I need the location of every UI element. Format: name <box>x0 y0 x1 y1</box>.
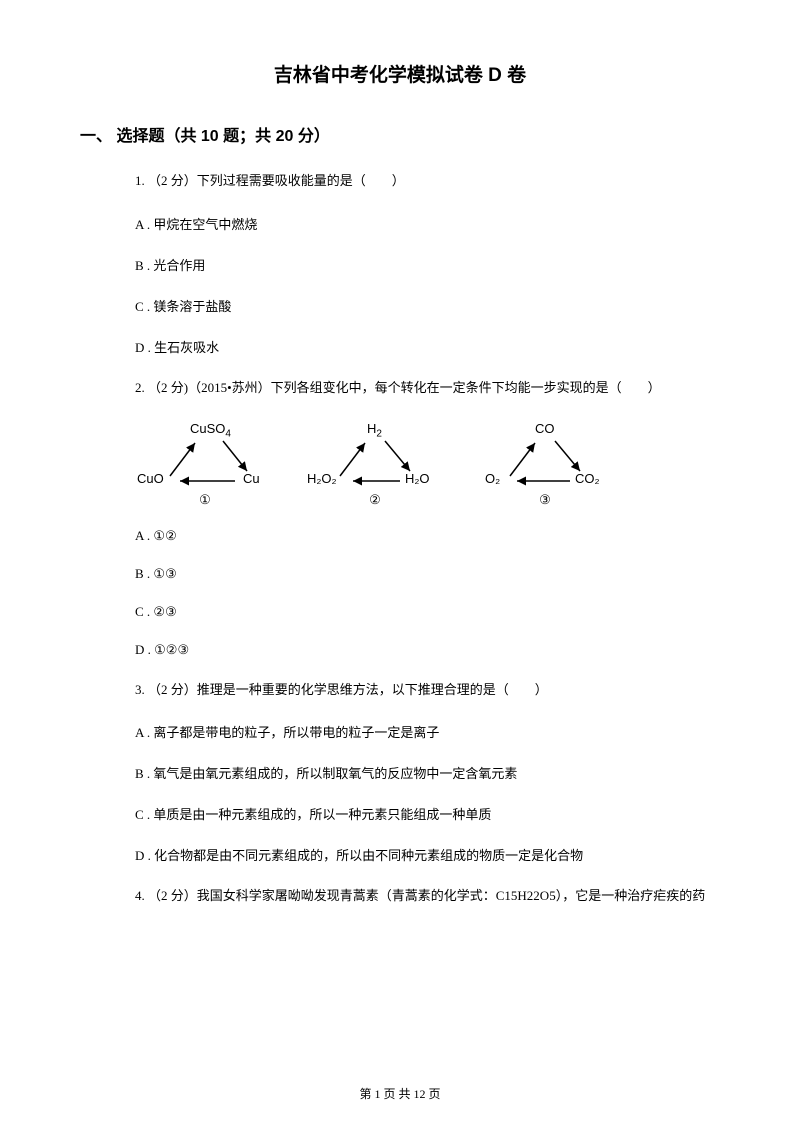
question-3-option-c: C . 单质是由一种元素组成的，所以一种元素只能组成一种单质 <box>135 804 720 823</box>
section-header: 一、 选择题（共 10 题；共 20 分） <box>80 122 720 146</box>
question-1-option-b: B . 光合作用 <box>135 255 720 274</box>
question-3-option-d: D . 化合物都是由不同元素组成的，所以由不同种元素组成的物质一定是化合物 <box>135 845 720 864</box>
diagram-row: CuSO4 CuO Cu ① H2 H₂O₂ H₂O ② <box>135 421 720 506</box>
question-4-stem: 4. （2 分）我国女科学家屠呦呦发现青蒿素（青蒿素的化学式：C15H22O5）… <box>135 886 720 907</box>
diagram-1-top: CuSO4 <box>190 421 231 440</box>
diagram-1-left: CuO <box>137 471 164 486</box>
diagram-3: CO O₂ CO₂ ③ <box>475 421 615 506</box>
question-3-stem: 3. （2 分）推理是一种重要的化学思维方法，以下推理合理的是（ ） <box>135 680 720 701</box>
diagram-3-number: ③ <box>539 492 551 508</box>
question-2-option-c: C . ②③ <box>135 604 720 620</box>
diagram-1-right: Cu <box>243 471 260 486</box>
diagram-2: H2 H₂O₂ H₂O ② <box>305 421 445 506</box>
diagram-3-top: CO <box>535 421 555 436</box>
question-1-option-c: C . 镁条溶于盐酸 <box>135 296 720 315</box>
question-2-option-b: B . ①③ <box>135 566 720 582</box>
diagram-2-left: H₂O₂ <box>307 471 337 486</box>
question-1-option-a: A . 甲烷在空气中燃烧 <box>135 214 720 233</box>
question-3-option-b: B . 氧气是由氧元素组成的，所以制取氧气的反应物中一定含氧元素 <box>135 763 720 782</box>
diagram-3-right: CO₂ <box>575 471 600 486</box>
diagram-1: CuSO4 CuO Cu ① <box>135 421 275 506</box>
diagram-2-number: ② <box>369 492 381 508</box>
diagram-1-number: ① <box>199 492 211 508</box>
question-1-stem: 1. （2 分）下列过程需要吸收能量的是（ ） <box>135 171 720 192</box>
question-2-option-a: A . ①② <box>135 528 720 544</box>
question-3-option-a: A . 离子都是带电的粒子，所以带电的粒子一定是离子 <box>135 722 720 741</box>
diagram-2-right: H₂O <box>405 471 430 486</box>
page-footer: 第 1 页 共 12 页 <box>0 1085 800 1102</box>
diagram-3-left: O₂ <box>485 471 500 486</box>
question-1-option-d: D . 生石灰吸水 <box>135 337 720 356</box>
page-title: 吉林省中考化学模拟试卷 D 卷 <box>80 60 720 87</box>
diagram-2-top: H2 <box>367 421 382 440</box>
question-2-option-d: D . ①②③ <box>135 642 720 658</box>
question-2-stem: 2. （2 分)（2015•苏州）下列各组变化中，每个转化在一定条件下均能一步实… <box>135 378 720 399</box>
